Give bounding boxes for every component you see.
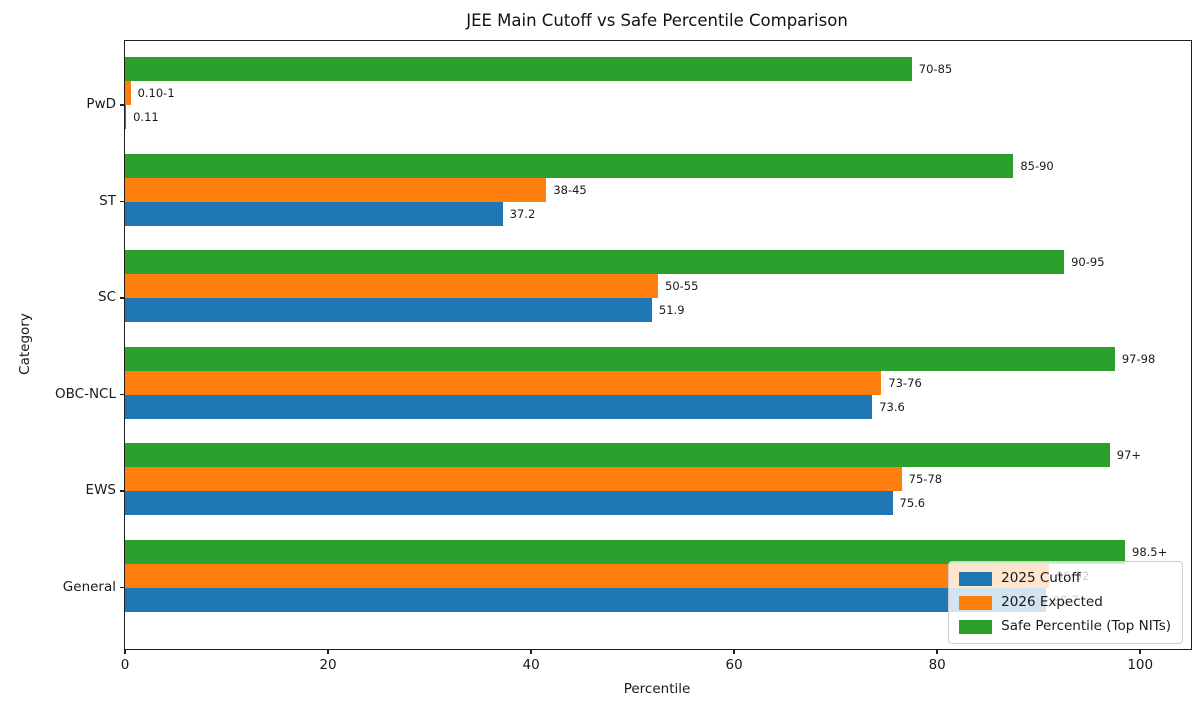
bar-label-2026-expected-ews: 75-78 [908, 472, 943, 486]
y-tick-label-sc: SC [98, 289, 116, 305]
legend-swatch-safe-percentile-top-nits [959, 619, 993, 634]
bar-2025-cutoff-sc [125, 298, 652, 322]
bar-2026-expected-ews [125, 467, 902, 491]
x-tick-label-20: 20 [319, 657, 337, 673]
y-tick-mark-obc-ncl [120, 393, 125, 396]
x-tick-label-80: 80 [928, 657, 946, 673]
bar-safe-percentile-top-nits-pwd [125, 57, 912, 81]
x-tick-label-100: 100 [1127, 657, 1154, 673]
x-tick-mark-0 [124, 649, 126, 654]
bar-label-safe-percentile-top-nits-obc-ncl: 97-98 [1121, 351, 1156, 366]
bar-2026-expected-pwd [125, 81, 131, 105]
legend: 2025 Cutoff 2026 Expected Safe Percentile … [948, 561, 1183, 644]
bar-label-2025-cutoff-sc: 51.9 [658, 303, 685, 317]
bar-2026-expected-obc-ncl [125, 370, 882, 395]
bar-label-2026-expected-st: 38-45 [553, 182, 587, 197]
x-tick-label-40: 40 [522, 657, 540, 673]
x-axis-label: Percentile [623, 681, 691, 697]
legend-swatch-2026-expected [959, 595, 993, 610]
x-tick-mark-80 [936, 649, 938, 654]
legend-row-2025-cutoff: 2025 Cutoff [959, 570, 1171, 587]
y-tick-label-obc-ncl: OBC-NCL [55, 385, 116, 402]
x-tick-mark-60 [733, 649, 735, 654]
chart-title: JEE Main Cutoff vs Safe Percentile Compa… [466, 11, 848, 30]
bar-safe-percentile-top-nits-st [125, 153, 1014, 178]
y-tick-label-ews: EWS [85, 482, 116, 498]
bar-label-safe-percentile-top-nits-ews: 97+ [1116, 448, 1142, 462]
bar-2025-cutoff-general [125, 587, 1046, 612]
bar-2026-expected-sc [125, 274, 658, 298]
legend-row-safe-percentile-top-nits: Safe Percentile (Top NITs) [959, 618, 1171, 635]
legend-row-2026-expected: 2026 Expected [959, 594, 1171, 611]
y-tick-label-general: General [62, 578, 116, 595]
y-tick-mark-pwd [120, 104, 125, 106]
bar-2025-cutoff-pwd [125, 105, 127, 129]
x-tick-mark-40 [530, 649, 532, 654]
bar-label-safe-percentile-top-nits-sc: 90-95 [1071, 255, 1105, 269]
x-tick-mark-100 [1139, 649, 1141, 654]
bar-label-safe-percentile-top-nits-general: 98.5+ [1132, 544, 1168, 559]
bar-label-2025-cutoff-obc-ncl: 73.6 [879, 399, 905, 414]
legend-label-2025-cutoff: 2025 Cutoff [1001, 570, 1081, 586]
x-tick-label-60: 60 [725, 657, 743, 673]
legend-label-2026-expected: 2026 Expected [1001, 594, 1103, 610]
legend-swatch-2025-cutoff [959, 571, 993, 586]
bar-safe-percentile-top-nits-ews [125, 443, 1110, 467]
bar-safe-percentile-top-nits-obc-ncl [125, 346, 1115, 371]
bar-label-2025-cutoff-ews: 75.6 [899, 496, 926, 510]
bar-safe-percentile-top-nits-sc [125, 250, 1065, 274]
bar-label-2026-expected-sc: 50-55 [665, 279, 699, 293]
bar-2026-expected-general [125, 563, 1049, 588]
y-tick-mark-sc [120, 297, 125, 299]
bar-label-safe-percentile-top-nits-st: 85-90 [1020, 158, 1054, 173]
bar-safe-percentile-top-nits-general [125, 539, 1125, 564]
legend-label-safe-percentile-top-nits: Safe Percentile (Top NITs) [1001, 618, 1171, 634]
bar-label-2025-cutoff-st: 37.2 [509, 206, 536, 221]
y-tick-label-pwd: PwD [86, 96, 116, 112]
x-tick-mark-20 [327, 649, 329, 654]
bar-label-2025-cutoff-pwd: 0.11 [133, 110, 159, 124]
bar-label-2026-expected-obc-ncl: 73-76 [888, 375, 922, 390]
plot-area: 70-85 0.10-1 0.11 85-90 38-45 37.2 90-95 50-55 5… [120, 40, 1192, 673]
x-tick-label-0: 0 [120, 657, 130, 673]
y-axis-label: Category [17, 313, 33, 375]
y-tick-label-st: ST [99, 192, 116, 209]
bar-label-2026-expected-pwd: 0.10-1 [137, 86, 175, 100]
bar-2025-cutoff-ews [125, 491, 893, 515]
bar-2025-cutoff-st [125, 201, 503, 226]
y-tick-mark-general [120, 586, 125, 589]
bar-label-safe-percentile-top-nits-pwd: 70-85 [918, 62, 953, 76]
bar-2025-cutoff-obc-ncl [125, 394, 873, 419]
y-tick-mark-ews [120, 490, 125, 492]
y-tick-mark-st [120, 200, 125, 203]
bar-2026-expected-st [125, 177, 547, 202]
